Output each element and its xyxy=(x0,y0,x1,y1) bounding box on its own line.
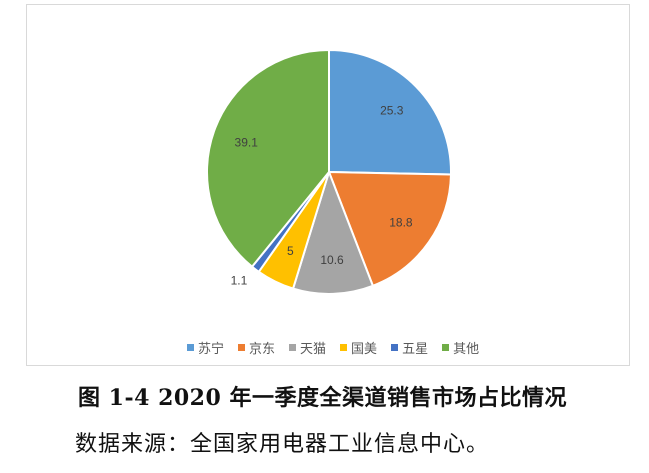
legend-item-1: 京东 xyxy=(238,338,275,357)
chart-area: 25.3 18.8 10.6 5 1.1 39.1 苏宁 京东 天猫 国美 五星 其他 xyxy=(26,4,630,366)
data-label-1: 18.8 xyxy=(389,215,413,229)
legend-item-0: 苏宁 xyxy=(187,338,224,357)
legend-swatch-2 xyxy=(289,343,297,351)
pie-slice-1 xyxy=(327,170,452,288)
legend-item-2: 天猫 xyxy=(289,338,326,357)
pie-slice-0 xyxy=(328,48,452,176)
legend-swatch-0 xyxy=(187,343,194,351)
legend-swatch-5 xyxy=(442,343,450,351)
legend-label-5: 其他 xyxy=(453,341,480,357)
legend-label-0: 苏宁 xyxy=(198,341,225,357)
pie-chart: 25.3 18.8 10.6 5 1.1 39.1 xyxy=(206,48,452,295)
data-label-0: 25.3 xyxy=(380,104,404,118)
legend-label-4: 五星 xyxy=(402,341,429,357)
legend-swatch-4 xyxy=(391,343,399,351)
legend-item-3: 国美 xyxy=(340,338,377,357)
legend-swatch-1 xyxy=(238,343,246,351)
pie-slice-5 xyxy=(206,48,330,269)
figure-caption: 图 1-4 2020 年一季度全渠道销售市场占比情况 xyxy=(78,385,567,411)
data-label-5: 39.1 xyxy=(235,136,259,150)
chart-legend: 苏宁 京东 天猫 国美 五星 其他 xyxy=(187,338,479,357)
legend-swatch-3 xyxy=(340,343,348,351)
data-label-4: 1.1 xyxy=(231,273,248,287)
legend-label-3: 国美 xyxy=(351,341,378,357)
legend-item-5: 其他 xyxy=(442,338,479,357)
legend-label-2: 天猫 xyxy=(300,341,327,357)
legend-item-4: 五星 xyxy=(391,338,428,357)
data-label-3: 5 xyxy=(287,244,294,258)
pie-slice-2 xyxy=(291,168,375,295)
legend-label-1: 京东 xyxy=(249,341,276,357)
data-label-2: 10.6 xyxy=(320,253,344,267)
data-source-note: 数据来源：全国家用电器工业信息中心。 xyxy=(75,432,490,457)
